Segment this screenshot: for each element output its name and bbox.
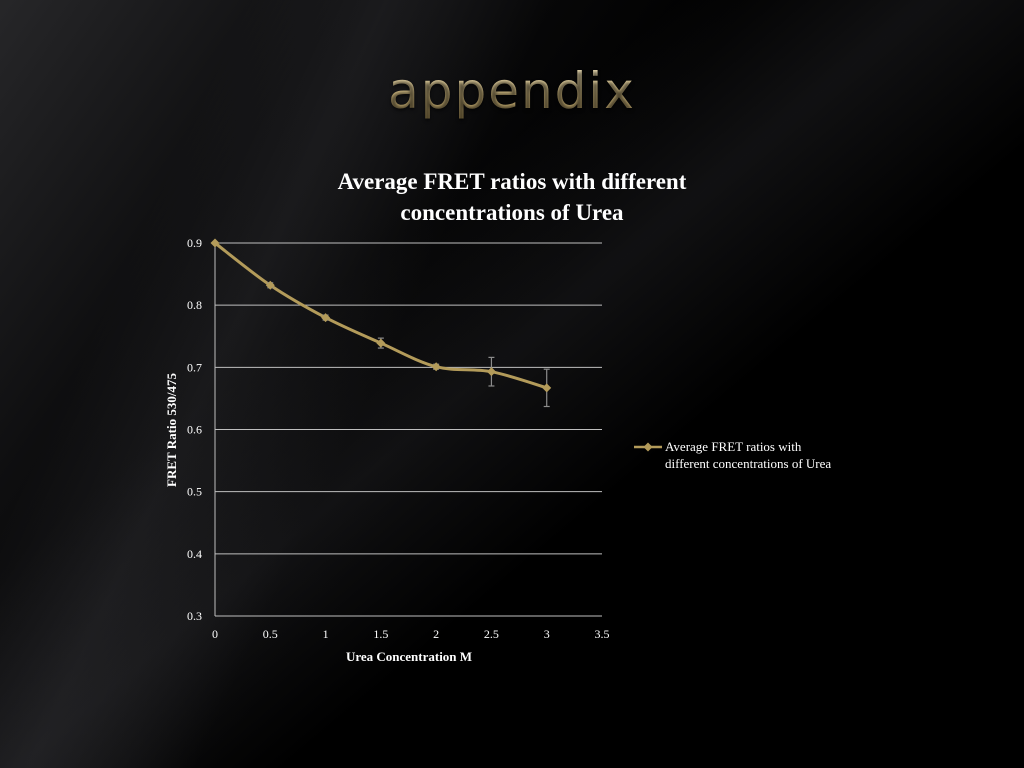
series bbox=[210, 238, 552, 408]
legend-label-line-2: different concentrations of Urea bbox=[665, 456, 831, 471]
chart-title: Average FRET ratios with different conce… bbox=[262, 166, 762, 228]
x-tick-label: 2 bbox=[433, 627, 439, 641]
x-axis-label: Urea Concentration M bbox=[346, 649, 472, 664]
tick-labels: 0.3 0.4 0.5 0.6 0.7 0.8 0.9 0 0.5 1 1.5 2 2.5 3 3.5 bbox=[187, 236, 610, 641]
x-tick-label: 3.5 bbox=[595, 627, 610, 641]
legend-label-line-1: Average FRET ratios with bbox=[665, 439, 802, 454]
legend-diamond-marker bbox=[643, 442, 653, 452]
axes bbox=[214, 243, 602, 617]
y-tick-label: 0.8 bbox=[187, 298, 202, 312]
x-tick-label: 1.5 bbox=[373, 627, 388, 641]
y-tick-label: 0.3 bbox=[187, 609, 202, 623]
y-axis-label: FRET Ratio 530/475 bbox=[164, 373, 179, 487]
x-tick-label: 0.5 bbox=[263, 627, 278, 641]
chart-title-line-2: concentrations of Urea bbox=[400, 200, 624, 225]
chart-title-line-1: Average FRET ratios with different bbox=[337, 169, 687, 194]
series-line bbox=[214, 241, 548, 390]
x-tick-label: 3 bbox=[544, 627, 550, 641]
x-tick-label: 0 bbox=[212, 627, 218, 641]
data-point-marker bbox=[321, 313, 331, 323]
data-point-marker bbox=[486, 367, 496, 377]
y-tick-label: 0.4 bbox=[187, 547, 202, 561]
y-tick-label: 0.6 bbox=[187, 423, 202, 437]
gridlines bbox=[215, 242, 602, 555]
data-point-marker bbox=[210, 238, 220, 248]
x-tick-label: 2.5 bbox=[484, 627, 499, 641]
slide-title: appendix bbox=[0, 62, 1024, 120]
data-point-marker bbox=[376, 338, 386, 348]
data-point-marker bbox=[431, 362, 441, 372]
y-tick-label: 0.9 bbox=[187, 236, 202, 250]
legend: Average FRET ratios with different conce… bbox=[634, 439, 831, 471]
data-point-marker bbox=[265, 280, 275, 290]
data-point-marker bbox=[542, 383, 552, 393]
x-tick-label: 1 bbox=[323, 627, 329, 641]
y-tick-label: 0.5 bbox=[187, 485, 202, 499]
y-tick-label: 0.7 bbox=[187, 360, 202, 374]
